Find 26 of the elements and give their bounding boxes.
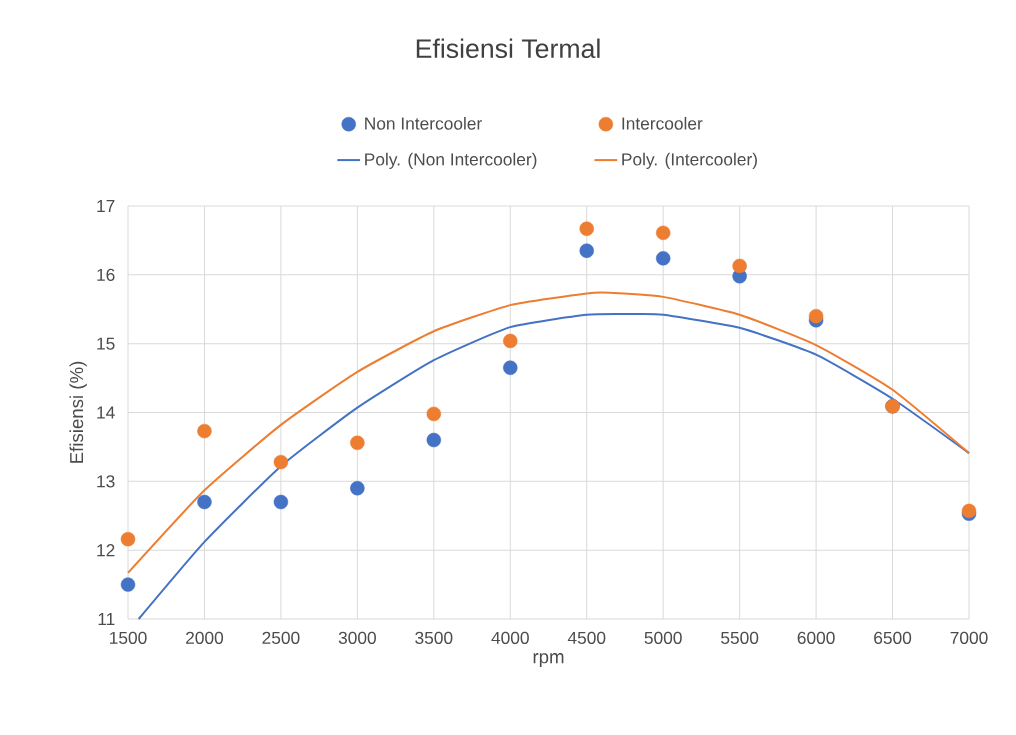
x-axis-title: rpm bbox=[533, 653, 564, 668]
x-tick-label: 5000 bbox=[644, 631, 682, 644]
x-tick-label: 7000 bbox=[950, 631, 988, 644]
legend-label: Intercooler bbox=[622, 116, 703, 130]
x-tick-label: 6500 bbox=[874, 631, 912, 644]
x-tick-label: 3000 bbox=[338, 631, 376, 644]
y-tick-label: 17 bbox=[97, 200, 115, 212]
y-tick-label: 13 bbox=[97, 475, 115, 488]
x-tick-label: 6000 bbox=[797, 631, 835, 644]
y-tick-label: 15 bbox=[97, 337, 115, 350]
x-tick-label: 2000 bbox=[186, 631, 224, 644]
x-tick-label: 4500 bbox=[567, 631, 606, 644]
y-tick-label: 16 bbox=[97, 268, 115, 281]
chart-title: Efisiensi Termal bbox=[416, 38, 600, 59]
x-tick-label: 1500 bbox=[110, 631, 147, 644]
y-tick-label: 12 bbox=[97, 544, 115, 557]
x-tick-label: 4000 bbox=[491, 631, 529, 644]
y-axis-title: Efisiensi (%) bbox=[69, 361, 87, 463]
legend-label: Poly. (Intercooler) bbox=[622, 152, 757, 169]
y-tick-label: 14 bbox=[97, 406, 115, 419]
x-tick-label: 3500 bbox=[415, 631, 453, 644]
x-tick-label: 5500 bbox=[721, 631, 759, 644]
legend-label: Non Intercooler bbox=[365, 116, 482, 130]
y-tick-label: 11 bbox=[98, 613, 115, 625]
legend-label: Poly. (Non Intercooler) bbox=[365, 152, 537, 169]
x-tick-label: 2500 bbox=[262, 631, 300, 644]
